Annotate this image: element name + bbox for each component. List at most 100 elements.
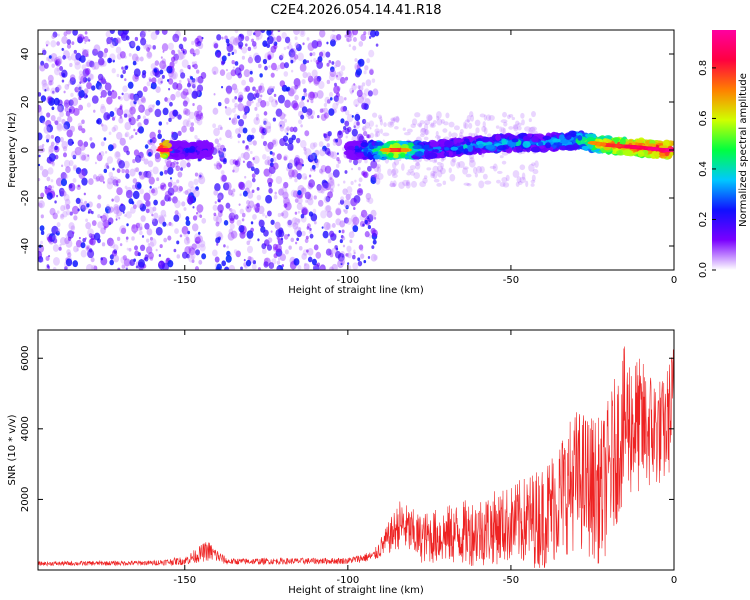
noise-blob [298,119,302,125]
noise-blob [482,173,488,180]
noise-blob [332,140,337,146]
noise-blob [179,234,183,238]
noise-blob [458,132,463,137]
noise-blob [151,218,159,227]
noise-blob [139,30,146,39]
noise-blob [105,162,109,167]
noise-blob [391,118,396,124]
noise-blob [132,159,136,164]
noise-blob [185,219,191,226]
noise-blob [530,183,535,187]
noise-blob [107,217,114,225]
noise-blob [71,205,79,215]
noise-blob [160,209,167,217]
noise-blob [287,219,292,226]
signal-blob [463,148,469,155]
noise-blob [97,214,101,219]
noise-blob [429,123,436,128]
noise-blob [213,127,220,137]
noise-blob [349,239,353,244]
noise-blob [331,61,335,65]
noise-blob [347,262,350,265]
noise-blob [389,180,394,188]
noise-blob [237,140,240,144]
noise-blob [196,211,198,215]
noise-blob [191,61,195,65]
noise-blob [303,88,307,93]
noise-blob [298,227,302,231]
noise-blob [63,193,70,202]
noise-blob [294,80,301,89]
noise-blob [147,251,154,260]
noise-blob [149,70,155,77]
noise-blob [81,128,86,134]
noise-blob [91,264,97,270]
noise-blob [123,92,131,102]
noise-blob [212,249,218,257]
noise-blob [47,96,52,102]
noise-blob [161,58,167,64]
noise-blob [43,62,49,69]
noise-blob [186,240,190,244]
noise-blob [362,118,367,125]
noise-blob [326,62,330,67]
noise-blob [57,33,60,37]
noise-blob [242,113,247,120]
signal-blob [400,152,406,158]
noise-blob [250,221,254,225]
noise-blob [216,34,222,41]
noise-blob [279,124,282,127]
noise-blob [81,154,86,161]
noise-blob [300,30,305,36]
noise-blob [124,133,128,138]
noise-blob [100,103,105,110]
noise-blob [64,198,71,206]
noise-blob [90,142,96,149]
noise-blob [355,67,362,76]
noise-blob [248,200,255,209]
noise-blob [135,132,138,136]
signal-blob [354,145,359,150]
noise-blob [54,59,61,67]
noise-blob [297,210,300,214]
noise-blob [392,116,400,123]
noise-blob [512,123,519,130]
noise-blob [104,164,108,169]
noise-blob [382,132,390,137]
noise-blob [272,162,279,170]
noise-blob [501,126,505,135]
noise-blob [322,180,329,189]
noise-blob [221,85,224,89]
noise-blob [158,254,162,257]
noise-blob [287,233,290,237]
noise-blob [106,237,114,247]
noise-blob [69,125,75,133]
noise-blob [110,90,118,99]
noise-blob [368,36,372,39]
noise-blob [100,105,107,114]
noise-blob [531,111,536,118]
signal-blob [516,146,521,153]
noise-blob [300,63,306,70]
noise-blob [187,230,191,235]
noise-blob [199,243,206,252]
noise-blob [291,134,297,141]
noise-blob [341,236,346,241]
noise-blob [353,251,356,255]
noise-blob [341,229,345,234]
noise-blob [101,242,106,247]
noise-blob [156,177,160,182]
noise-blob [346,217,353,225]
noise-blob [244,175,247,179]
noise-blob [120,227,127,235]
noise-blob [85,218,89,223]
noise-blob [513,124,519,132]
noise-blob [430,173,436,179]
y-tick-label: 40 [20,48,31,61]
noise-blob [83,35,89,43]
noise-blob [250,166,255,172]
noise-blob [346,252,352,259]
noise-blob [395,115,400,124]
noise-blob [154,152,161,160]
noise-blob [230,230,238,239]
